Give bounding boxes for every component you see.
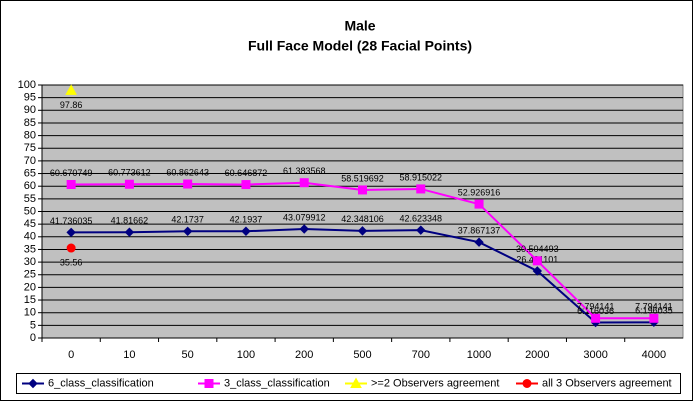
x-tick-label: 10	[123, 349, 135, 361]
x-tick-label: 700	[412, 349, 430, 361]
legend-label: all 3 Observers agreement	[542, 377, 672, 389]
data-point	[299, 224, 309, 234]
data-point	[66, 227, 76, 238]
y-tick-label: 80	[24, 130, 36, 142]
data-label: 52.926916	[458, 187, 501, 197]
data-point	[183, 179, 193, 189]
y-tick-label: 50	[24, 205, 36, 217]
data-label: 60.670749	[50, 168, 93, 178]
y-tick-label: 100	[18, 79, 36, 91]
data-point	[124, 227, 135, 237]
y-tick-label: 5	[30, 319, 36, 331]
y-tick-label: 90	[24, 104, 36, 116]
legend-marker	[350, 377, 362, 388]
data-point	[299, 178, 309, 188]
data-label: 42.348106	[341, 214, 384, 224]
data-label: 60.773612	[108, 168, 151, 178]
data-point	[416, 184, 426, 194]
legend-marker	[204, 379, 214, 388]
y-tick-label: 40	[24, 231, 36, 243]
data-point	[65, 84, 77, 95]
y-tick-label: 85	[24, 117, 36, 129]
x-tick-label: 0	[68, 349, 74, 361]
data-label: 58.915022	[399, 172, 442, 182]
data-label: 60.646872	[225, 168, 268, 178]
data-label: 6.196035	[635, 306, 673, 316]
legend-marker	[522, 379, 532, 388]
y-tick-label: 10	[24, 307, 36, 319]
data-point	[241, 226, 251, 236]
data-point	[124, 179, 134, 189]
data-point	[182, 226, 193, 237]
chart-subtitle: Full Face Model (28 Facial Points)	[248, 38, 472, 54]
legend-label: 3_class_classification	[224, 377, 330, 389]
data-label: 37.867137	[458, 226, 501, 236]
data-label: 42.1737	[171, 215, 204, 225]
data-point	[649, 313, 659, 323]
x-tick-label: 4000	[642, 349, 666, 361]
data-label: 42.623348	[399, 214, 442, 224]
data-point	[358, 185, 367, 195]
y-tick-label: 60	[24, 180, 36, 192]
data-label: 43.079912	[283, 212, 326, 222]
data-point	[474, 199, 484, 209]
data-point	[357, 226, 368, 236]
data-point	[474, 237, 484, 247]
y-tick-label: 0	[30, 332, 36, 344]
y-tick-label: 65	[24, 167, 36, 179]
data-label: 97.86	[60, 100, 83, 110]
x-tick-label: 50	[182, 349, 194, 361]
y-tick-label: 75	[24, 142, 36, 154]
data-point	[66, 180, 76, 190]
y-tick-label: 35	[24, 243, 36, 255]
data-label: 7.794141	[577, 302, 615, 312]
data-point	[532, 256, 542, 266]
data-label: 41.736035	[50, 216, 93, 226]
data-point	[591, 313, 601, 323]
legend-marker	[28, 378, 38, 389]
y-tick-label: 25	[24, 269, 36, 281]
y-tick-label: 15	[24, 294, 36, 306]
legend-label: 6_class_classification	[48, 377, 154, 389]
y-tick-label: 55	[24, 193, 36, 205]
chart-title: Male	[344, 18, 375, 34]
data-point	[416, 225, 426, 235]
data-label: 60.862643	[166, 167, 209, 177]
legend-label: >=2 Observers agreement	[371, 377, 499, 389]
x-tick-label: 200	[295, 349, 313, 361]
data-label: 61.383568	[283, 166, 326, 176]
data-point	[241, 180, 251, 190]
data-point	[532, 266, 543, 276]
y-tick-label: 95	[24, 92, 36, 104]
y-tick-label: 70	[24, 155, 36, 167]
x-tick-label: 1000	[467, 349, 491, 361]
y-tick-label: 20	[24, 281, 36, 293]
data-label: 42.1937	[230, 215, 263, 225]
x-tick-label: 2000	[525, 349, 549, 361]
data-label: 41.81662	[111, 216, 149, 226]
data-label: 7.794141	[635, 302, 673, 312]
data-label: 6.116036	[577, 306, 614, 316]
y-tick-label: 30	[24, 256, 36, 268]
data-point	[66, 243, 76, 253]
data-label: 35.56	[60, 257, 83, 267]
x-tick-label: 100	[237, 349, 255, 361]
x-tick-label: 3000	[583, 349, 607, 361]
y-tick-label: 45	[24, 218, 36, 230]
x-tick-label: 500	[353, 349, 371, 361]
data-label: 30.504493	[516, 244, 559, 254]
data-label: 58.519692	[341, 173, 384, 183]
